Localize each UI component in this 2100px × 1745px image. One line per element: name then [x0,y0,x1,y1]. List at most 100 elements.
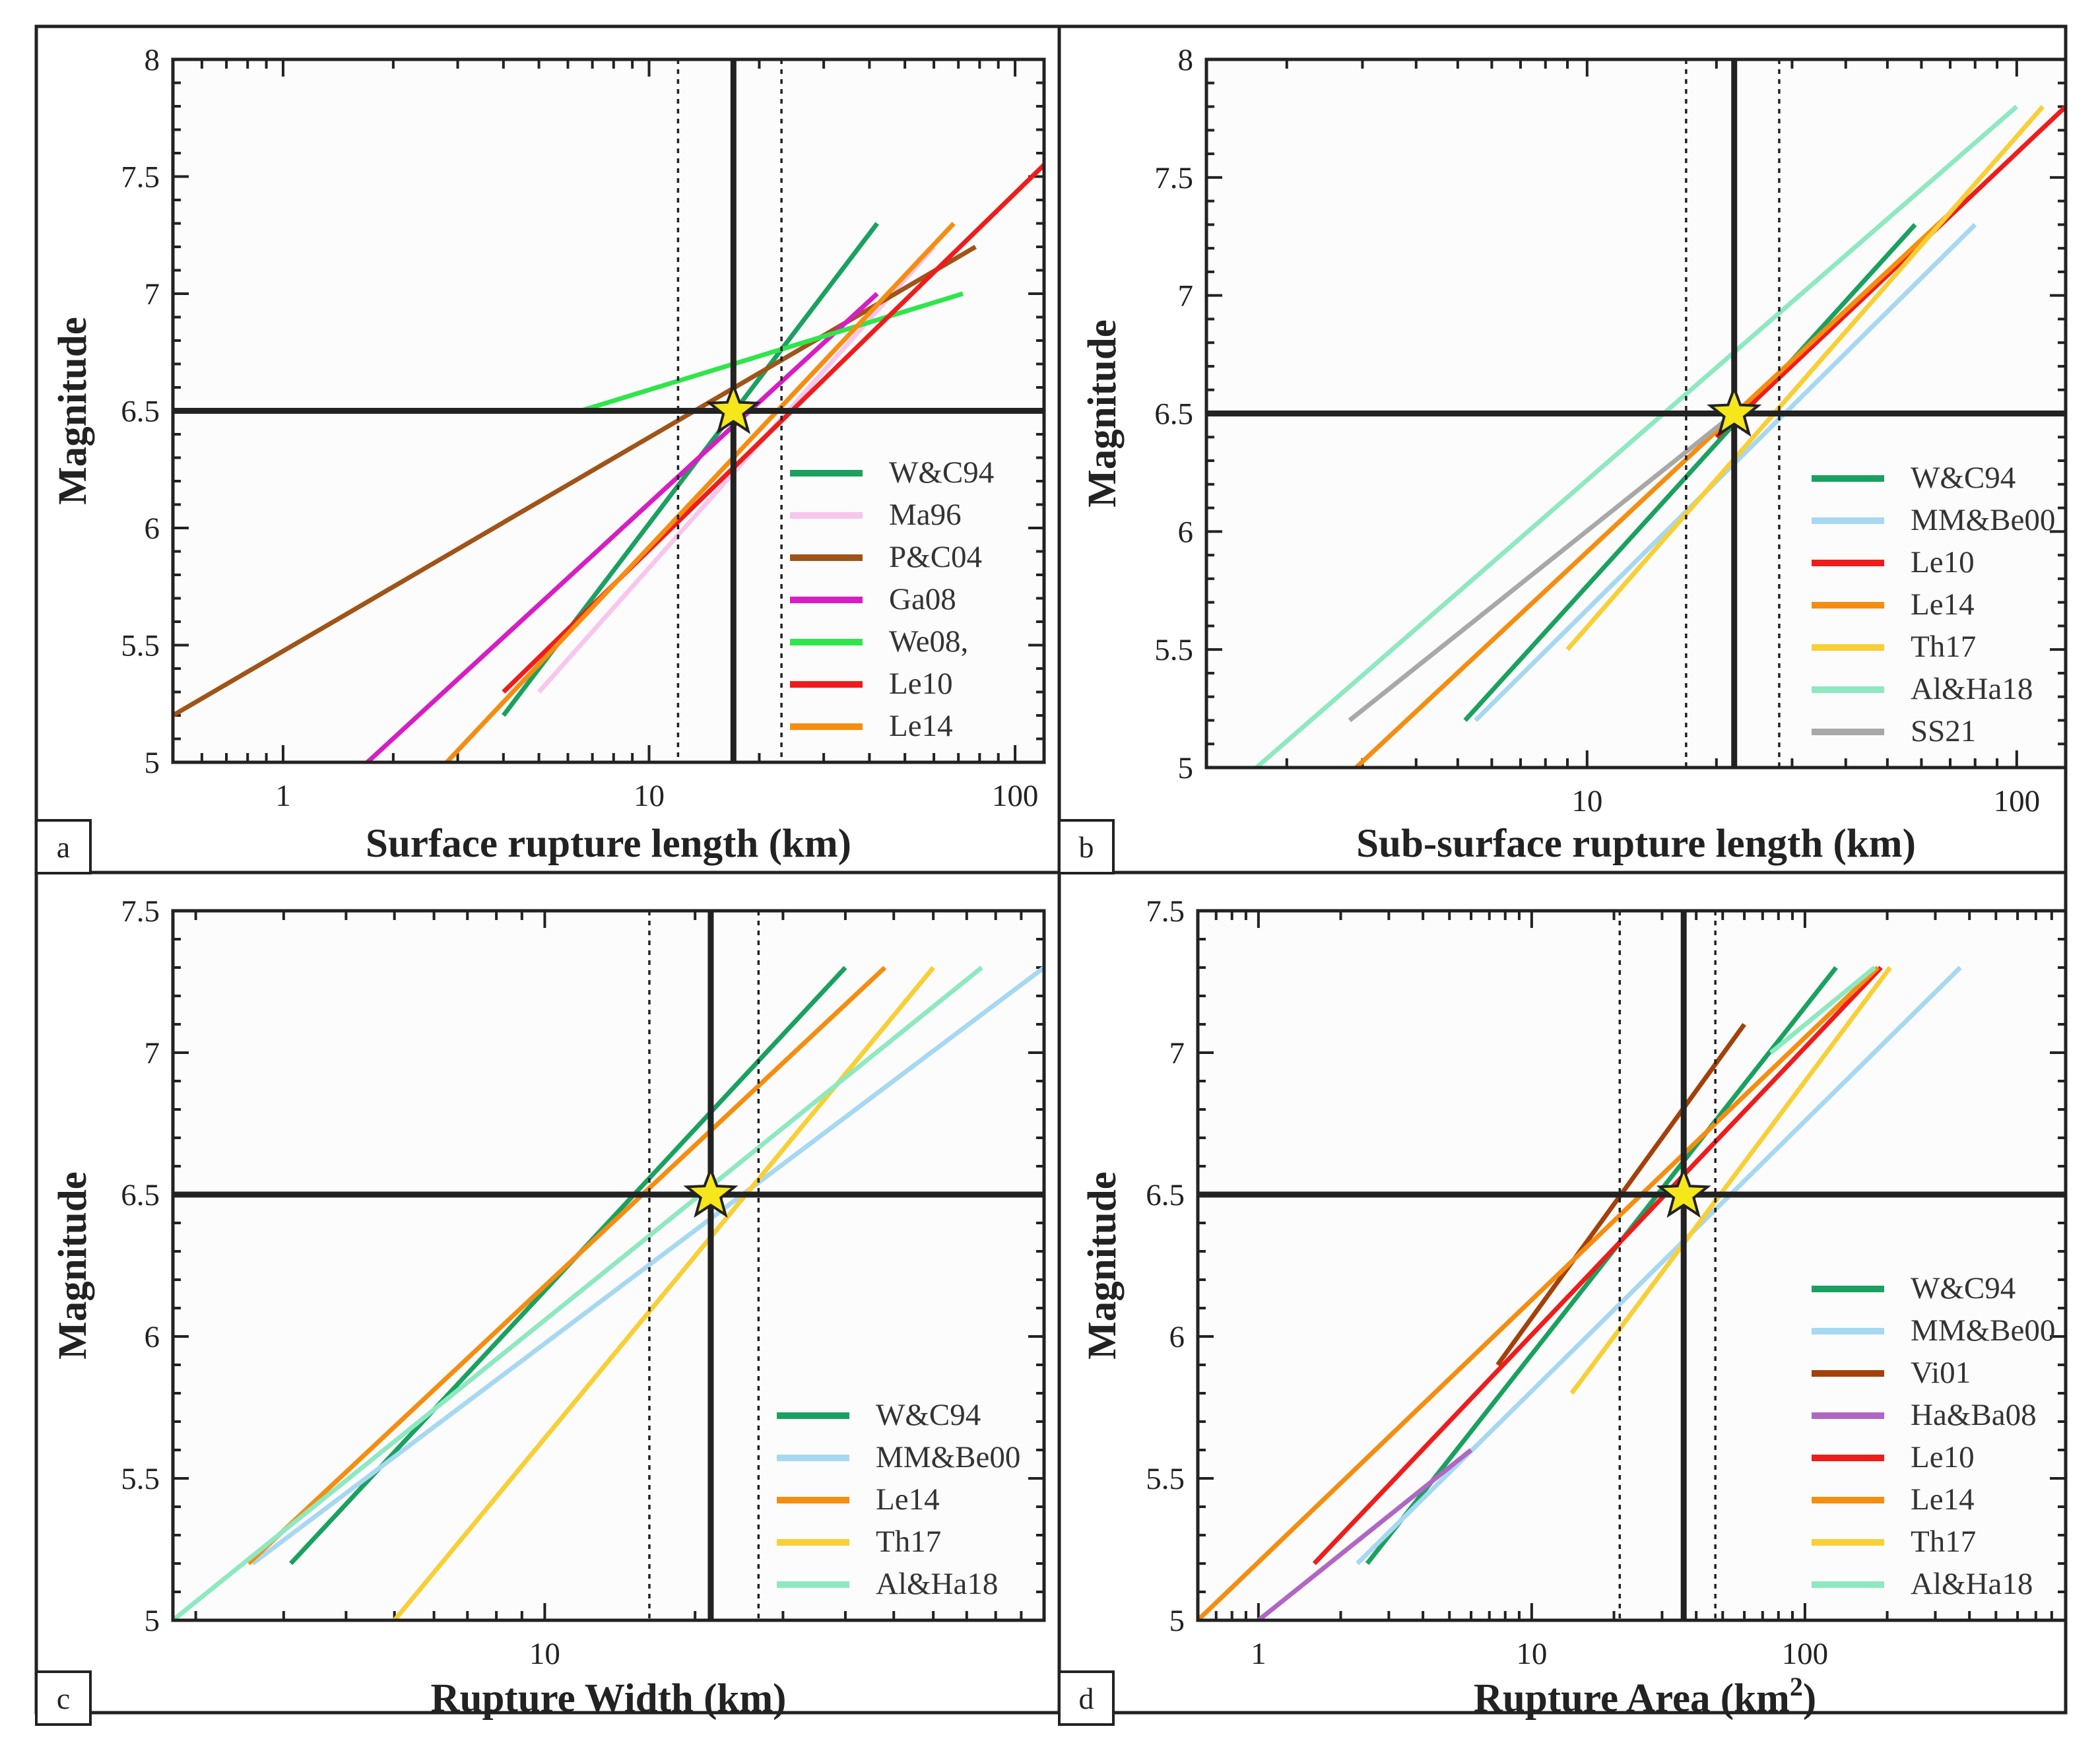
panel-tag-box [1058,819,1115,874]
legend: W&C94 MM&Be00 Le14 Th17 Al&Ha18 [777,1398,1020,1601]
legend-label: P&C04 [889,540,982,574]
x-tick-label: 10 [634,779,665,813]
legend-label: W&C94 [889,455,994,490]
series-line-th17 [1569,966,1892,1395]
panel-tag-label: c [57,1682,70,1715]
legend-label: W&C94 [876,1398,981,1432]
y-tick-label: 7.5 [1146,894,1185,929]
y-tick-label: 6.5 [121,395,160,429]
legend-label: Vi01 [1911,1356,1971,1390]
series-lines [1255,104,2066,768]
legend-label: Th17 [876,1525,941,1559]
plot-border [1196,909,2068,1622]
y-tick-label: 7 [145,277,160,312]
legend-label: Al&Ha18 [876,1567,998,1601]
series-line-le10 [1715,104,2066,439]
panel-tag-label: a [57,830,70,864]
legend-label: Al&Ha18 [1911,672,2033,706]
x-axis-title: Rupture Area (km2) [1474,1672,1816,1721]
y-axis-title: Magnitude [51,1171,95,1360]
series-line-w-c94 [1463,223,1917,722]
series-line-ha-ba08 [1257,1448,1473,1620]
panel-tag-label: b [1079,830,1094,864]
x-tick-label: 1 [275,779,291,813]
chart-panel-a: 1 10 100 5 5.5 6 6.5 7 7.5 8 W&C94 Ma96 P&C04 Ga08 We0… [35,43,1046,874]
star-marker [1707,384,1762,437]
y-tick-label: 7.5 [121,160,160,195]
panel-tag-label: d [1079,1682,1094,1715]
y-tick-label: 8 [145,43,160,77]
y-tick-label: 5 [145,746,160,780]
series-line-th17 [1565,105,2045,651]
series-line-ss21 [1348,411,1736,723]
series-line-mm-be00 [251,966,1044,1565]
y-tick-label: 7.5 [1154,161,1193,195]
legend-label: MM&Be00 [876,1440,1020,1474]
series-line-al-ha18 [1769,966,1876,1055]
x-tick-label: 100 [1994,784,2041,818]
series-line-le14 [247,966,887,1565]
x-tick-label: 10 [1571,784,1602,818]
reference-lines [173,911,1044,1620]
plot-area [1198,911,2066,1620]
y-tick-label: 7 [1169,1036,1185,1070]
legend-label: We08, [889,624,968,659]
x-tick-label: 100 [992,779,1039,813]
y-tick-label: 7 [145,1036,160,1070]
y-tick-label: 5 [1169,1604,1185,1638]
legend-label: Le14 [1911,587,1975,622]
legend: W&C94 Ma96 P&C04 Ga08 We08, Le10 Le14 [790,455,994,743]
series-lines [173,966,1044,1620]
series-lines [1198,966,1962,1620]
panel-tag-box [35,1670,92,1726]
legend: W&C94 MM&Be00 Vi01 Ha&Ba08 Le10 Le14 Th17 Al&Ha… [1812,1271,2055,1601]
series-line-we08- [579,291,964,413]
reference-lines [1198,911,2066,1620]
panel-tag-box [35,819,92,874]
star-marker [1656,1166,1711,1218]
legend-label: Le14 [876,1482,940,1517]
x-tick-label: 10 [529,1637,560,1671]
series-line-al-ha18 [173,966,983,1620]
x-tick-label: 10 [1516,1637,1547,1671]
y-tick-label: 5.5 [121,1462,160,1496]
star-marker [705,381,761,434]
series-lines [173,163,1044,762]
series-line-w-c94 [1365,966,1838,1565]
legend-label: Le10 [1911,1440,1975,1474]
legend-label: Le14 [1911,1482,1975,1517]
legend-label: MM&Be00 [1911,1313,2055,1348]
series-line-ga08 [366,292,879,762]
legend-label: Le14 [889,709,953,743]
plot-border [1204,57,2068,770]
y-tick-label: 5.5 [1146,1462,1185,1496]
legend-label: SS21 [1911,714,1976,748]
legend-label: Al&Ha18 [1911,1567,2033,1601]
legend-label: Le10 [1911,545,1975,579]
y-tick-label: 6.5 [1146,1178,1185,1212]
y-tick-label: 6 [145,511,160,546]
x-axis-title: Surface rupture length (km) [366,822,851,866]
series-line-le14 [1354,211,1952,768]
y-tick-label: 5 [145,1604,160,1638]
y-tick-label: 7.5 [121,894,160,929]
series-line-mm-be00 [1356,966,1962,1565]
y-tick-label: 5.5 [1154,633,1193,667]
x-tick-label: 100 [1782,1637,1829,1671]
series-line-le14 [445,222,956,762]
legend-label: Le10 [889,667,953,701]
y-tick-label: 5 [1178,751,1194,785]
chart-panel-c: 10 5 5.5 6 6.5 7 7.5 W&C94 MM&Be00 Le14 Th17 Al&Ha1… [35,894,1046,1726]
y-axis-title: Magnitude [1080,1171,1125,1360]
legend-label: MM&Be00 [1911,503,2055,537]
legend-label: Ha&Ba08 [1911,1398,2037,1432]
x-axis-title: Sub-surface rupture length (km) [1356,822,1916,866]
legend-label: W&C94 [1911,1271,2016,1305]
x-axis-title: Rupture Width (km) [431,1676,787,1721]
legend-label: Th17 [1911,630,1976,664]
y-tick-label: 6 [1169,1320,1185,1354]
series-line-le10 [1312,966,1883,1565]
legend-label: Th17 [1911,1525,1976,1559]
plot-border [171,57,1046,764]
